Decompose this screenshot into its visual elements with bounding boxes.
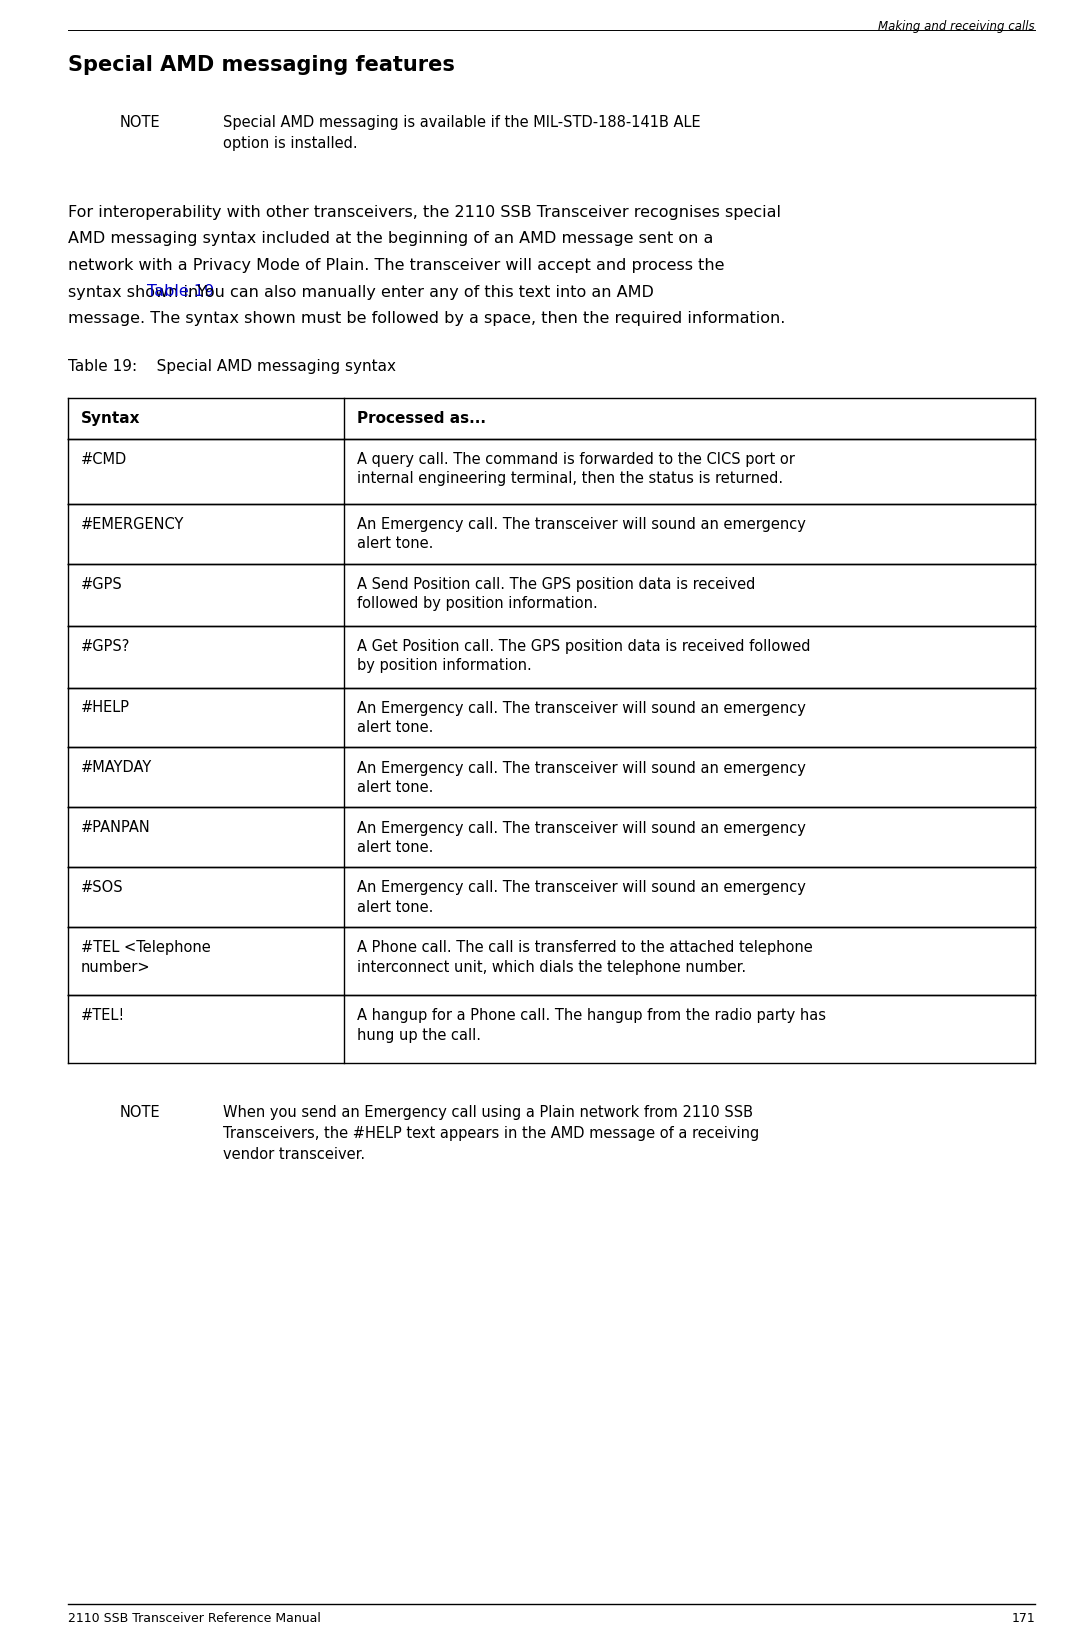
Text: Table 19:    Special AMD messaging syntax: Table 19: Special AMD messaging syntax: [68, 359, 396, 374]
Text: An Emergency call. The transceiver will sound an emergency
alert tone.: An Emergency call. The transceiver will …: [357, 760, 805, 795]
Text: 2110 SSB Transceiver Reference Manual: 2110 SSB Transceiver Reference Manual: [68, 1613, 321, 1624]
Text: #MAYDAY: #MAYDAY: [81, 760, 152, 775]
Text: #GPS?: #GPS?: [81, 639, 130, 654]
Text: 171: 171: [1012, 1613, 1035, 1624]
Text: An Emergency call. The transceiver will sound an emergency
alert tone.: An Emergency call. The transceiver will …: [357, 700, 805, 736]
Text: #SOS: #SOS: [81, 880, 124, 895]
Text: #CMD: #CMD: [81, 451, 127, 467]
Text: NOTE: NOTE: [119, 115, 161, 129]
Text: Table 19: Table 19: [147, 285, 215, 300]
Text: An Emergency call. The transceiver will sound an emergency
alert tone.: An Emergency call. The transceiver will …: [357, 516, 805, 551]
Text: For interoperability with other transceivers, the 2110 SSB Transceiver recognise: For interoperability with other transcei…: [68, 205, 781, 220]
Text: Special AMD messaging features: Special AMD messaging features: [68, 56, 455, 75]
Text: When you send an Emergency call using a Plain network from 2110 SSB
Transceivers: When you send an Emergency call using a …: [223, 1105, 759, 1162]
Text: A hangup for a Phone call. The hangup from the radio party has
hung up the call.: A hangup for a Phone call. The hangup fr…: [357, 1008, 825, 1044]
Text: Special AMD messaging is available if the MIL-STD-188-141B ALE
option is install: Special AMD messaging is available if th…: [223, 115, 701, 151]
Text: A query call. The command is forwarded to the CICS port or
internal engineering : A query call. The command is forwarded t…: [357, 451, 794, 487]
Text: #TEL!: #TEL!: [81, 1008, 126, 1023]
Text: #PANPAN: #PANPAN: [81, 821, 151, 836]
Text: #GPS: #GPS: [81, 577, 122, 592]
Text: NOTE: NOTE: [119, 1105, 161, 1121]
Text: AMD messaging syntax included at the beginning of an AMD message sent on a: AMD messaging syntax included at the beg…: [68, 231, 714, 246]
Text: Syntax: Syntax: [81, 410, 141, 426]
Text: . You can also manually enter any of this text into an AMD: . You can also manually enter any of thi…: [187, 285, 654, 300]
Text: #HELP: #HELP: [81, 700, 130, 716]
Text: #EMERGENCY: #EMERGENCY: [81, 516, 184, 531]
Text: A Phone call. The call is transferred to the attached telephone
interconnect uni: A Phone call. The call is transferred to…: [357, 941, 813, 975]
Text: A Get Position call. The GPS position data is received followed
by position info: A Get Position call. The GPS position da…: [357, 639, 810, 674]
Text: A Send Position call. The GPS position data is received
followed by position inf: A Send Position call. The GPS position d…: [357, 577, 755, 611]
Text: Processed as...: Processed as...: [357, 410, 486, 426]
Text: message. The syntax shown must be followed by a space, then the required informa: message. The syntax shown must be follow…: [68, 311, 785, 326]
Text: An Emergency call. The transceiver will sound an emergency
alert tone.: An Emergency call. The transceiver will …: [357, 821, 805, 856]
Text: #TEL <Telephone
number>: #TEL <Telephone number>: [81, 941, 211, 975]
Text: network with a Privacy Mode of Plain. The transceiver will accept and process th: network with a Privacy Mode of Plain. Th…: [68, 257, 724, 274]
Text: Making and receiving calls: Making and receiving calls: [879, 20, 1035, 33]
Text: An Emergency call. The transceiver will sound an emergency
alert tone.: An Emergency call. The transceiver will …: [357, 880, 805, 915]
Text: syntax shown in: syntax shown in: [68, 285, 203, 300]
